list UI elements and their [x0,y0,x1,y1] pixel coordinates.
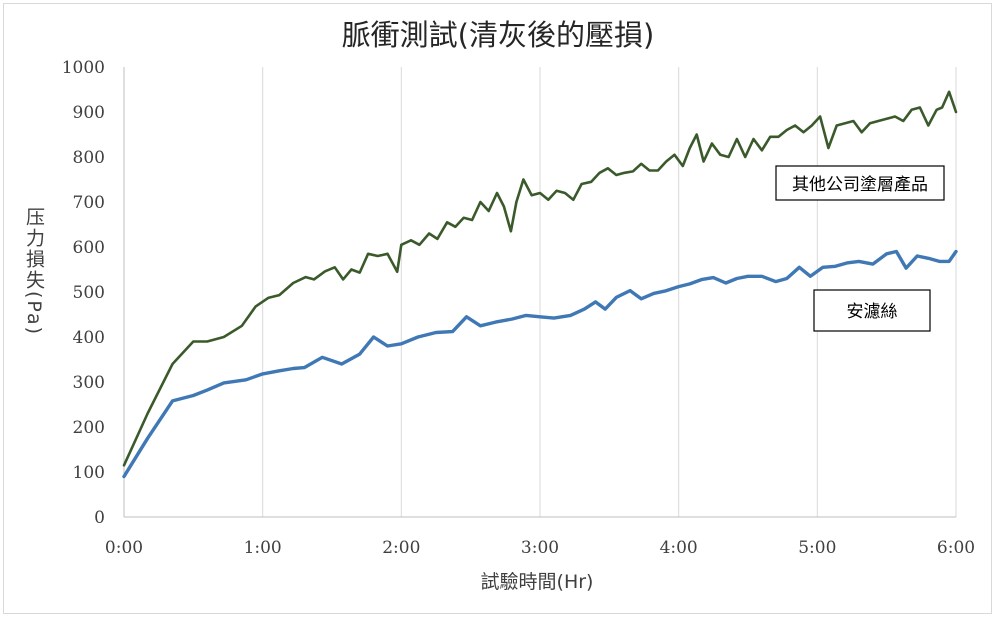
x-tick-label: 4:00 [660,538,698,558]
series-label-blue: 安濾絲 [847,302,898,322]
y-axis-title: 压力損失(Pa) [23,207,45,336]
x-tick-label: 1:00 [244,538,282,558]
series-label-box-blue [813,289,931,332]
y-tick-label: 500 [73,283,105,303]
y-tick-label: 600 [73,238,105,258]
x-tick-label: 0:00 [105,538,143,558]
x-tick-label: 3:00 [521,538,559,558]
series-label-box-green [775,165,945,201]
x-tick-label: 2:00 [382,538,420,558]
x-axis-tick-labels: 0:00 1:00 2:00 3:00 4:00 5:00 6:00 [105,538,975,558]
chart-title: 脈衝測試(清灰後的壓損) [342,18,655,52]
series-label-green: 其他公司塗層產品 [792,174,928,195]
y-tick-label: 800 [73,148,105,168]
x-tick-label: 5:00 [798,538,836,558]
y-tick-label: 900 [73,103,105,123]
series-lines [122,90,958,479]
y-axis-tick-labels: 0 100 200 300 400 500 600 700 800 900 1000 [62,58,105,528]
y-tick-label: 200 [73,418,105,438]
y-tick-label: 700 [73,193,105,213]
y-tick-label: 1000 [62,58,105,78]
y-tick-label: 400 [73,328,105,348]
y-tick-label: 0 [94,508,105,528]
x-tick-label: 6:00 [937,538,975,558]
series-line-green [122,90,958,467]
y-tick-label: 300 [73,373,105,393]
y-tick-label: 100 [73,463,105,483]
series-line-blue [122,249,958,479]
x-axis-title: 試驗時間(Hr) [481,571,594,593]
